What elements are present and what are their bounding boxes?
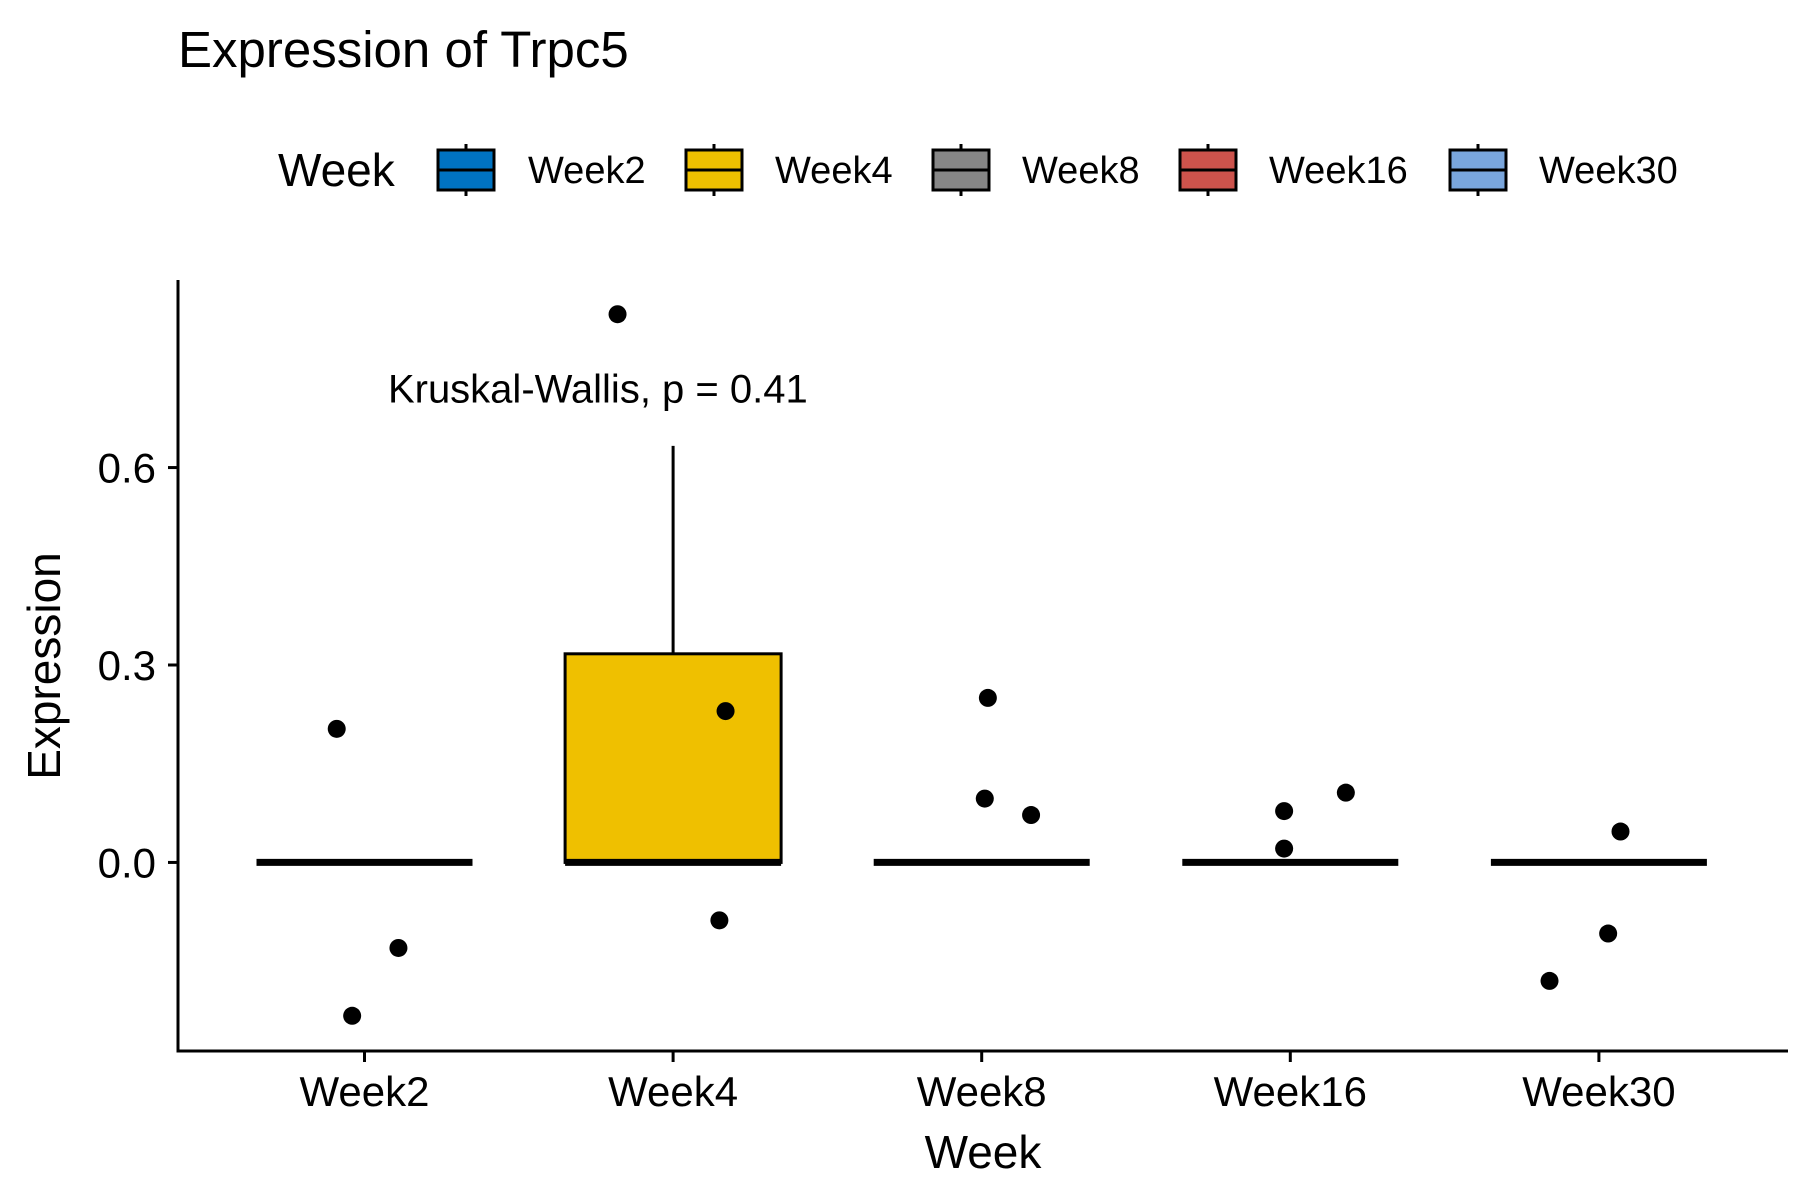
y-axis-ticks: 0.0 0.3 0.6: [98, 445, 178, 886]
boxes: [256, 445, 1707, 866]
y-tick-label: 0.0: [98, 839, 156, 886]
data-point-week8: [978, 688, 997, 707]
data-point-week4: [716, 702, 735, 721]
legend-label-week16: Week16: [1269, 150, 1408, 192]
legend: Week Week2 Week4 Week8 Week16 Week30: [278, 144, 1678, 196]
x-tick-label-week2: Week2: [300, 1068, 430, 1115]
x-axis-title: Week: [925, 1126, 1043, 1178]
data-point-week16: [1336, 783, 1355, 802]
data-point-week2: [343, 1006, 362, 1025]
data-point-week4: [608, 305, 627, 324]
chart-title: Expression of Trpc5: [178, 21, 629, 78]
data-point-week8: [975, 789, 994, 808]
data-point-week8: [1022, 806, 1041, 825]
y-tick-label: 0.3: [98, 642, 156, 689]
legend-title: Week: [278, 144, 396, 196]
y-axis-title: Expression: [18, 552, 70, 780]
legend-label-week8: Week8: [1022, 150, 1140, 192]
data-point-week16: [1275, 839, 1294, 858]
data-point-week2: [389, 938, 408, 957]
data-point-week4: [710, 911, 729, 930]
x-axis-ticks: Week2 Week4 Week8 Week16 Week30: [300, 1052, 1676, 1115]
box-week4: [563, 652, 783, 864]
legend-label-week30: Week30: [1539, 150, 1678, 192]
y-tick-label: 0.6: [98, 445, 156, 492]
x-tick-label-week4: Week4: [608, 1068, 738, 1115]
data-point-week30: [1540, 971, 1559, 990]
legend-label-week2: Week2: [528, 150, 646, 192]
data-point-week2: [327, 719, 346, 738]
x-tick-label-week16: Week16: [1214, 1068, 1367, 1115]
data-point-week16: [1275, 802, 1294, 821]
legend-label-week4: Week4: [775, 150, 893, 192]
x-tick-label-week8: Week8: [917, 1068, 1047, 1115]
kruskal-wallis-annotation: Kruskal-Wallis, p = 0.41: [388, 368, 808, 412]
data-point-week30: [1611, 822, 1630, 841]
data-point-week30: [1599, 924, 1618, 943]
data-points: [327, 305, 1630, 1025]
x-tick-label-week30: Week30: [1522, 1068, 1675, 1115]
